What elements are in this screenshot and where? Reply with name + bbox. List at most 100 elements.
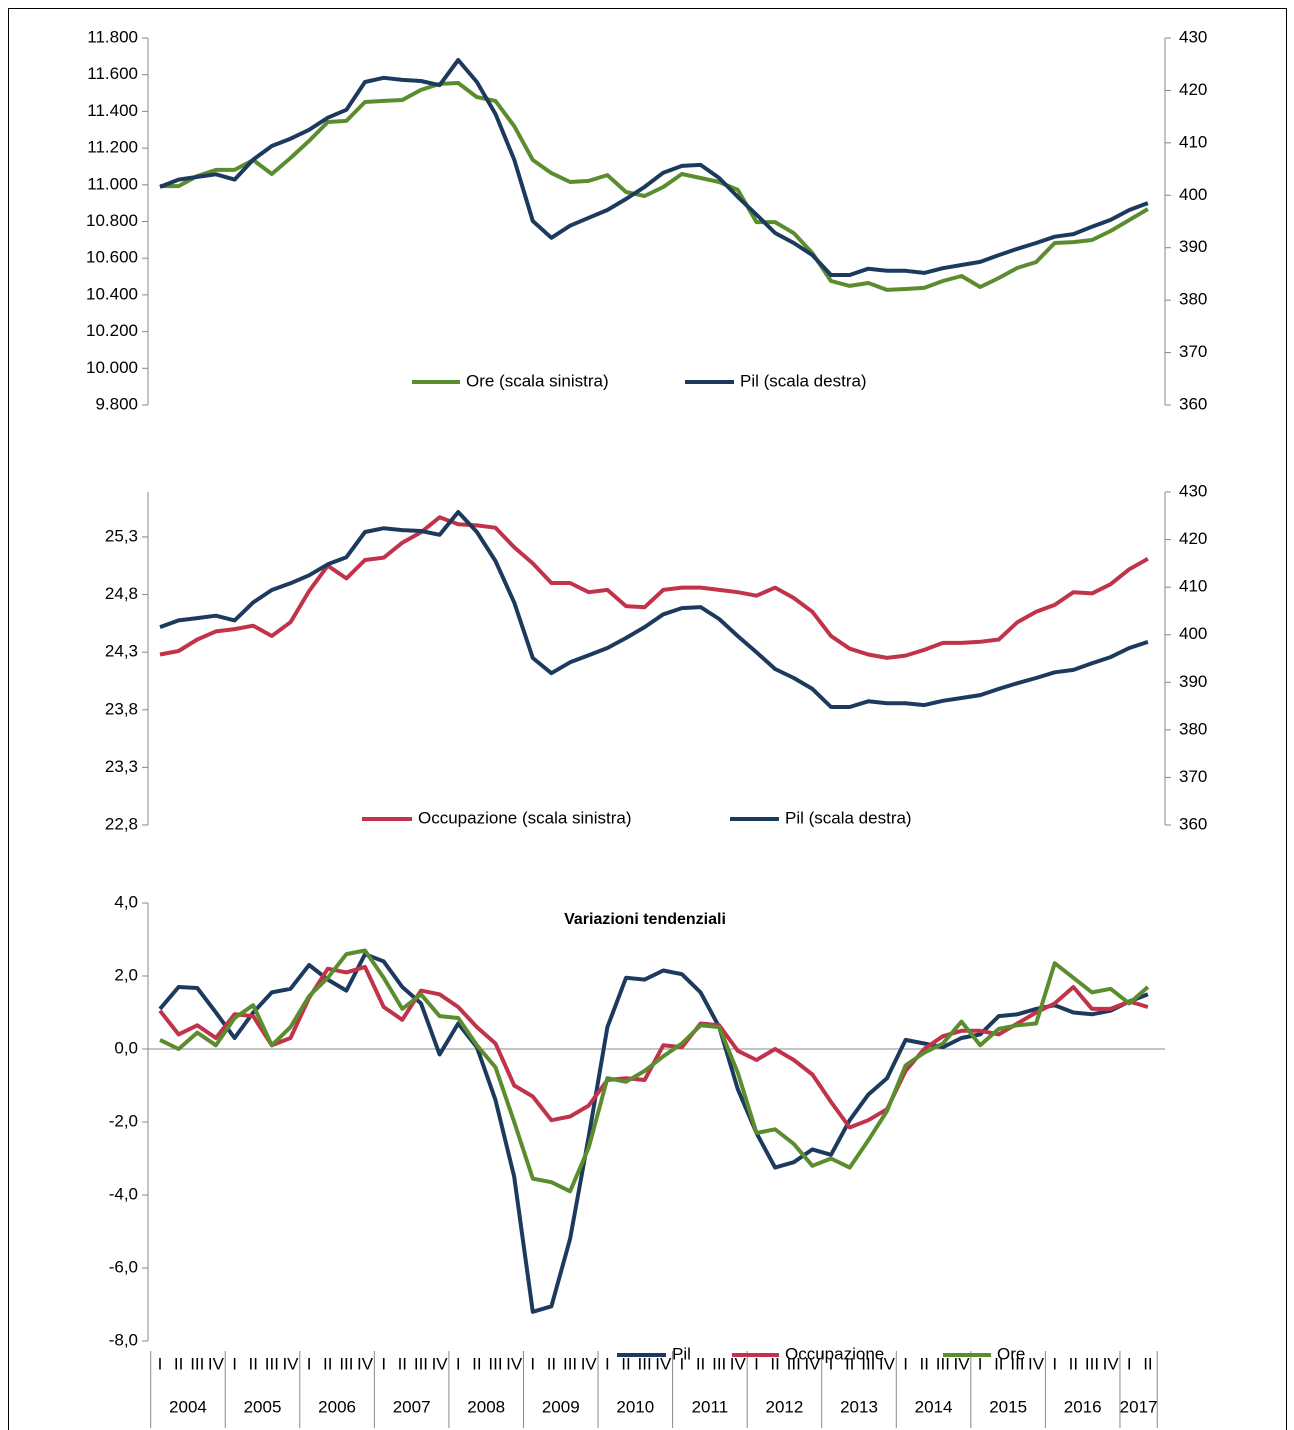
y-tick-label: 10.800 [86,211,138,230]
x-tick-label: IV [506,1354,523,1373]
year-label: 2014 [915,1397,953,1416]
y2-tick-label: 380 [1179,290,1207,309]
y-tick-label: 11.200 [87,138,138,157]
year-label: 2006 [318,1397,356,1416]
year-label: 2012 [766,1397,804,1416]
y2-tick-label: 410 [1179,577,1207,596]
legend-label: Pil (scala destra) [785,808,912,827]
year-label: 2017 [1120,1397,1158,1416]
series-line [159,948,1150,1194]
x-tick-label: III [861,1354,875,1373]
y-tick-label: 9.800 [95,394,138,413]
series-line [160,81,1149,292]
x-tick-label: II [1069,1354,1078,1373]
x-tick-label: III [712,1354,726,1373]
x-tick-label: I [158,1354,163,1373]
y-tick-label: 23,3 [105,757,138,776]
y2-tick-label: 420 [1179,529,1207,548]
x-tick-label: III [190,1354,204,1373]
x-tick-label: III [414,1354,428,1373]
y-tick-label: 11.400 [87,101,138,120]
y-tick-label: 11.800 [87,27,138,46]
y-tick-label: 23,8 [105,699,138,718]
x-tick-label: I [829,1354,834,1373]
x-tick-label: I [1052,1354,1057,1373]
legend-label: Occupazione (scala sinistra) [418,808,632,827]
y-tick-label: 10.000 [86,358,138,377]
frame [8,8,1287,1430]
x-tick-label: IV [730,1354,747,1373]
x-tick-label: IV [1103,1354,1120,1373]
year-label: 2005 [244,1397,282,1416]
x-tick-label: II [472,1354,481,1373]
year-label: 2016 [1064,1397,1102,1416]
y2-tick-label: 360 [1179,394,1207,413]
series-line [159,515,1149,660]
x-tick-label: I [754,1354,759,1373]
y2-tick-label: 430 [1179,27,1207,46]
legend-label: Ore [997,1344,1025,1363]
y-tick-label: 0,0 [114,1038,138,1057]
year-label: 2009 [542,1397,580,1416]
y-tick-label: 10.200 [86,321,138,340]
year-label: 2008 [467,1397,505,1416]
y2-tick-label: 400 [1179,624,1207,643]
x-tick-label: IV [581,1354,598,1373]
y-tick-label: 22,8 [105,814,138,833]
year-label: 2011 [692,1397,729,1416]
year-label: 2010 [616,1397,654,1416]
legend-label: Ore (scala sinistra) [466,371,609,390]
x-tick-label: I [232,1354,237,1373]
series-line [158,964,1149,1130]
x-tick-label: IV [357,1354,374,1373]
x-tick-label: IV [655,1354,672,1373]
y2-tick-label: 430 [1179,481,1207,500]
x-tick-label: I [903,1354,908,1373]
y-tick-label: -2,0 [109,1111,138,1130]
x-tick-label: III [563,1354,577,1373]
x-tick-label: I [307,1354,312,1373]
x-tick-label: III [787,1354,801,1373]
y2-tick-label: 370 [1179,342,1207,361]
y-tick-label: 10.600 [86,248,138,267]
year-label: 2007 [393,1397,431,1416]
x-tick-label: II [1143,1354,1152,1373]
x-tick-label: II [398,1354,407,1373]
x-tick-label: IV [282,1354,299,1373]
y-tick-label: 2,0 [114,965,138,984]
y2-tick-label: 370 [1179,767,1207,786]
x-tick-label: IV [432,1354,449,1373]
x-tick-label: IV [953,1354,970,1373]
y-tick-label: 25,3 [105,526,138,545]
x-tick-label: II [994,1354,1003,1373]
x-tick-label: IV [879,1354,896,1373]
x-tick-label: II [696,1354,705,1373]
y2-tick-label: 410 [1179,132,1207,151]
x-tick-label: III [1085,1354,1099,1373]
x-tick-label: III [339,1354,353,1373]
x-tick-label: III [638,1354,652,1373]
y-tick-label: 11.600 [87,64,138,83]
year-label: 2004 [169,1397,207,1416]
legend-label: Occupazione [785,1344,884,1363]
y-tick-label: -4,0 [109,1184,138,1203]
y2-tick-label: 390 [1179,672,1207,691]
y-tick-label: -8,0 [109,1330,138,1349]
x-tick-label: I [1127,1354,1132,1373]
x-tick-label: II [920,1354,929,1373]
legend-label: Pil (scala destra) [740,371,867,390]
year-label: 2013 [840,1397,878,1416]
chart-title: Variazioni tendenziali [564,911,726,928]
y-tick-label: -6,0 [109,1257,138,1276]
x-tick-label: IV [804,1354,821,1373]
x-tick-label: I [978,1354,983,1373]
y2-tick-label: 390 [1179,237,1207,256]
y2-tick-label: 420 [1179,80,1207,99]
year-label: 2015 [989,1397,1027,1416]
y-tick-label: 4,0 [114,892,138,911]
x-tick-label: III [936,1354,950,1373]
x-tick-label: II [248,1354,257,1373]
x-tick-label: II [621,1354,630,1373]
x-tick-label: II [770,1354,779,1373]
